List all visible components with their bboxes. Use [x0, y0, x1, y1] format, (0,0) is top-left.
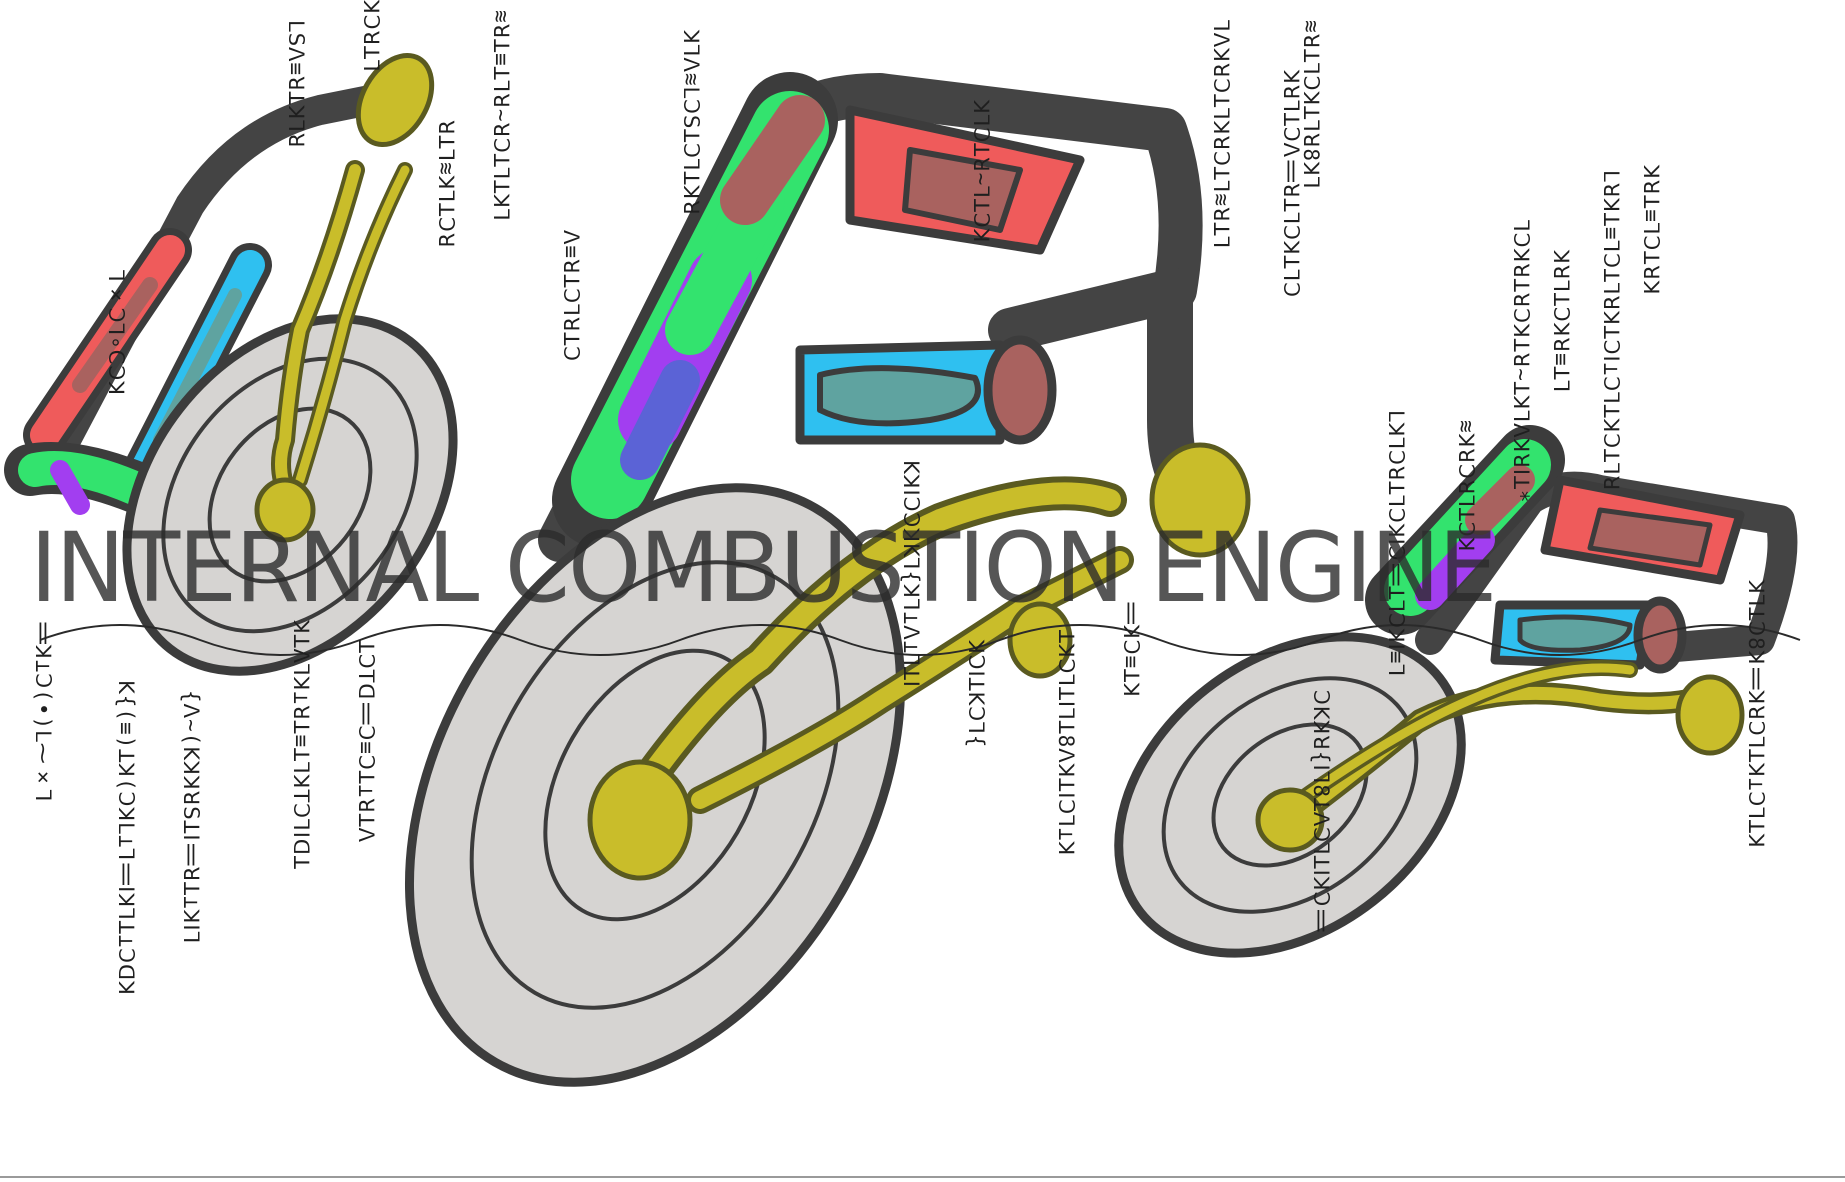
- glyph-column: ꓕꓛꓔꓷ‖ꓛ≡ꓛꓕ⊥ꓤꓕꓥ: [354, 640, 378, 843]
- glyph-column: ‖ꓘꓛ≡ꓕꓘ: [1119, 600, 1143, 698]
- glyph-column: ꓡꓘꓶꓛꓤꓕꓶꓛꓘꓲꓛ‖ꓕꓶꓛꓘꓲ≡ꓶ: [1384, 410, 1408, 678]
- engine-piece-right: [1114, 425, 1798, 958]
- glyph-column: ꓶꓥꓘꓤꓛꓕꓶꓘꓤꓛꓕꓶ≋ꓤꓕꓶ: [1209, 20, 1233, 250]
- glyph-column: ꓘꓤꓶꓕꓛꓘꓤ≡ꓕꓶ: [1549, 250, 1573, 394]
- banner-title: INTERNAL COMBUSTION ENGINE: [30, 512, 1497, 624]
- glyph-column: ≋ꓤꓕꓶꓛꓘꓕꓶꓤ8ꓘꓶ: [1299, 20, 1323, 190]
- glyph-column: ꓘꓤꓕ≡ꓶꓛꓕꓤꓘ: [1639, 165, 1663, 296]
- glyph-column: ꓡꓢꓥ≡ꓤꓕꓘꓶꓤ: [284, 20, 308, 149]
- glyph-column: ≋ꓤꓕ≡ꓕꓶꓤ∼ꓤꓛꓕꓶꓕꓘꓶ: [489, 10, 513, 222]
- glyph-column: ≋ꓘꓤꓛꓤꓶꓕꓛꓘ: [1454, 420, 1478, 553]
- glyph-column: ‖ꓘ⊥ꓛ(•)ꓡ⁓×ꓶ: [31, 620, 55, 803]
- glyph-column: ꓗ{(≡)ꓕꓘ(ꓛꓘꓡ⊥ꓶ‖ꓲꓘꓶꓕ⊥ꓛꓷꓘ: [114, 680, 138, 996]
- glyph-column: ꓡꓤꓘꓕ≡ꓶꓛꓕꓶꓤꓘꓕꓛꓲ⊥ꓛꓶꓕꓘꓛꓕꓶꓤ: [1599, 170, 1623, 492]
- engine-piece-left: [4, 52, 458, 676]
- glyph-column: ꓘꓛꓤꓕꓶ: [359, 0, 383, 73]
- swirl-line: [39, 624, 1801, 656]
- engine-piece-center: [405, 72, 1251, 1087]
- glyph-column: ꓘꓶꓛꓕꓤ∼ꓶꓕꓛꓘ: [969, 100, 993, 244]
- glyph-column: ꓘꓶꓥ≋ꓡꓛꓢꓕꓛꓶꓕꓘꓤ: [679, 30, 703, 216]
- glyph-column: ꓕꓘꓛꓶꓕꓲꓶꓕ8ꓥꓘꓕꓲꓛꓶ⊥ꓘ: [1054, 630, 1078, 857]
- glyph-column: ꓥ≡ꓤꓕꓛꓶꓤꓕꓛ: [559, 230, 583, 363]
- glyph-column: ꓗꓘꓲꓛꓛꓘꓗꓶ{ꓘꓶ⊥ꓥ⊥ꓶꓕꓲ: [899, 460, 923, 688]
- bottom-divider: [0, 1176, 1845, 1178]
- glyph-column: {ꓥ∼(ꓗꓘꓘꓤꓢꓕꓲ‖ꓤꓕ⊥ꓘꓲꓶ: [179, 690, 203, 945]
- glyph-column: ꓘꓶꓕꓛ8ꓘ‖ꓘꓤꓛꓶꓕꓘ⊥ꓛꓶꓕꓘ: [1744, 580, 1768, 849]
- glyph-column: ꓘꓤꓶꓕꓛꓥ‖ꓤꓕꓶꓛꓘꓕꓶꓛ: [1279, 70, 1303, 298]
- glyph-column: ꓶꓛꓘꓤꓕꓤꓛꓘꓕꓤ∼ꓕꓘꓶꓥꓘꓤꓲꓕ*: [1509, 220, 1533, 504]
- glyph-column: ꓘꓕꓥꓶꓘ⊥ꓤꓕ≡ꓕꓶꓘꓔꓛꓶꓲꓷꓕ: [289, 620, 313, 870]
- glyph-column: ꓛꓗꓘꓤ{ꓲꓶ8ꓕꓥꓛꓶꓕꓲꓘꓛ‖: [1309, 690, 1333, 933]
- glyph-column: ꓘꓛꓲꓕꓗꓛꓶ{: [964, 640, 988, 749]
- glyph-column: ꓤꓕꓶ≋ꓘꓶꓕꓛꓤ: [434, 120, 458, 249]
- glyph-column: ꓶ×ꓛꓶ∘ꓚꓛꓘ: [104, 270, 128, 397]
